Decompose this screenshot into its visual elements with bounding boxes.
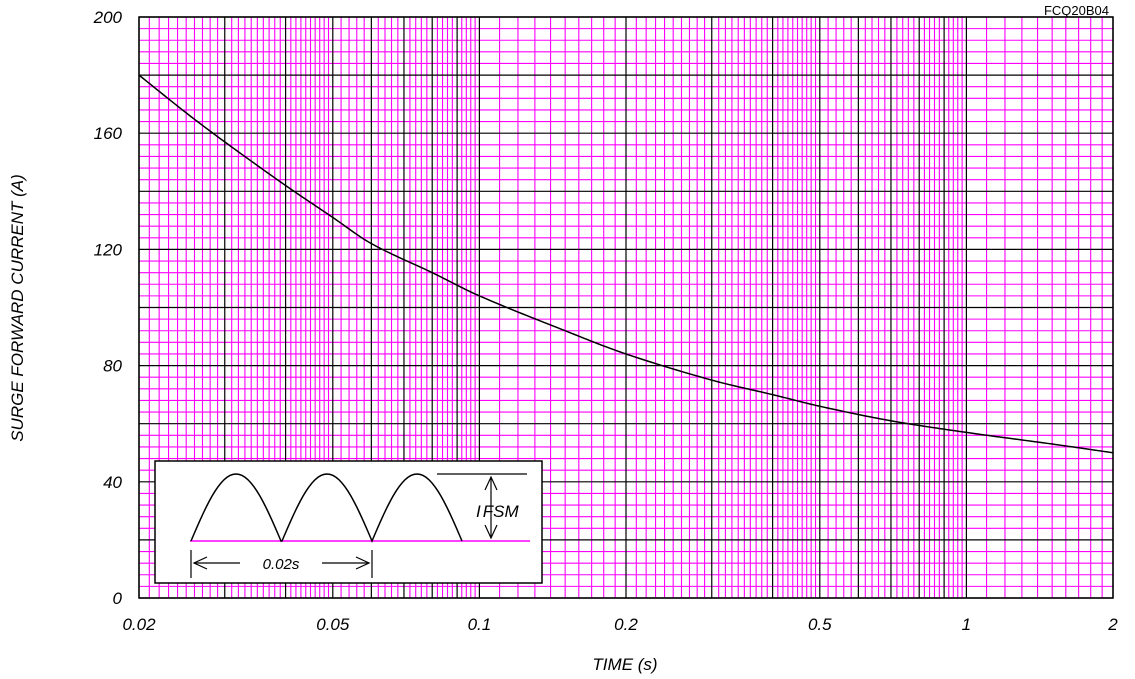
y-tick-label: 80: [103, 357, 122, 376]
y-tick-label: 160: [94, 124, 123, 143]
x-tick-label: 0.05: [316, 615, 350, 634]
x-tick-label: 2: [1107, 615, 1118, 634]
y-tick-label: 40: [103, 473, 122, 492]
y-tick-label: 120: [94, 240, 123, 259]
inset-ifsm-sub: FSM: [483, 502, 520, 521]
x-tick-label: 0.2: [614, 615, 638, 634]
inset-ifsm-main: I: [476, 502, 481, 521]
y-axis-label: SURGE FORWARD CURRENT (A): [8, 174, 27, 442]
waveform-inset: I FSM 0.02s: [155, 461, 542, 583]
x-tick-label: 0.5: [808, 615, 832, 634]
inset-interval-label: 0.02s: [263, 556, 300, 573]
x-tick-label: 0.1: [468, 615, 492, 634]
inset-frame: [155, 461, 542, 583]
y-tick-label: 0: [113, 589, 123, 608]
part-number-label: FCQ20B04: [1044, 3, 1109, 18]
x-axis-label: TIME (s): [592, 655, 657, 674]
inset-ifsm-label: I FSM: [476, 502, 519, 521]
y-tick-label: 200: [93, 8, 123, 27]
x-tick-label: 1: [962, 615, 971, 634]
x-tick-label: 0.02: [122, 615, 156, 634]
